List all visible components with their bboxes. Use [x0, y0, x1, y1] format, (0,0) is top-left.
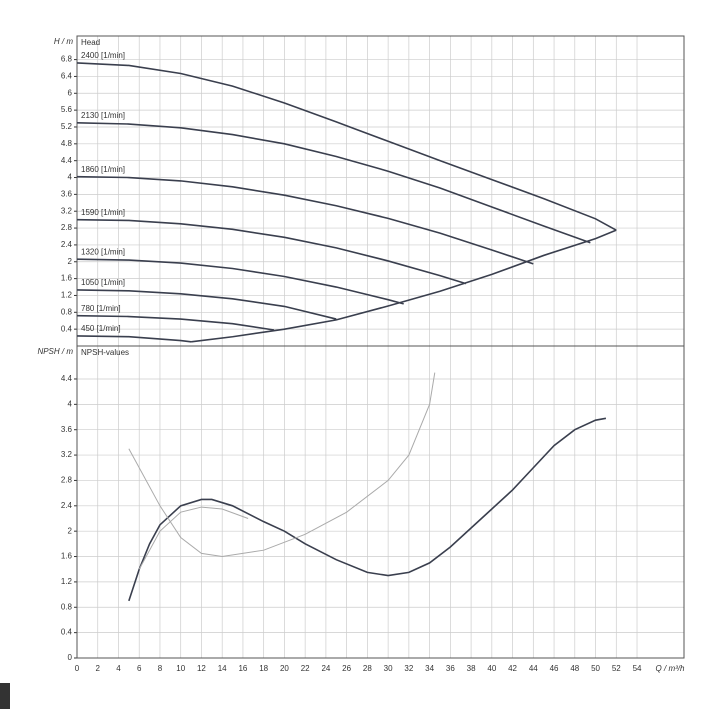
y-tick-label: 3.2: [61, 450, 73, 459]
y-axis-label: NPSH / m: [37, 347, 73, 356]
curve: [76, 258, 404, 305]
panel-title: NPSH-values: [81, 348, 129, 357]
y-tick-label: 6.4: [61, 72, 73, 81]
x-tick-label: 40: [487, 664, 496, 673]
x-tick-label: 22: [301, 664, 310, 673]
curve-label: 780 [1/min]: [81, 304, 121, 313]
y-tick-label: 2: [68, 257, 73, 266]
y-tick-label: 4: [68, 173, 73, 182]
x-tick-label: 20: [280, 664, 289, 673]
x-tick-label: 8: [158, 664, 163, 673]
x-tick-label: 44: [529, 664, 538, 673]
curve: [76, 335, 192, 343]
y-tick-label: 3.2: [61, 206, 73, 215]
x-tick-label: 54: [633, 664, 642, 673]
y-tick-label: 1.2: [61, 577, 73, 586]
x-tick-label: 4: [116, 664, 121, 673]
curve: [76, 289, 337, 320]
y-tick-label: 1.6: [61, 274, 73, 283]
y-tick-label: 0.4: [61, 324, 73, 333]
y-tick-label: 5.6: [61, 105, 73, 114]
curve-label: 1860 [1/min]: [81, 165, 125, 174]
x-tick-label: 34: [425, 664, 434, 673]
curve-label: 1050 [1/min]: [81, 278, 125, 287]
x-tick-label: 14: [218, 664, 227, 673]
y-tick-label: 6.8: [61, 55, 73, 64]
y-tick-label: 6: [68, 88, 73, 97]
x-tick-label: 16: [238, 664, 247, 673]
y-tick-label: 2.8: [61, 476, 73, 485]
y-tick-label: 0.8: [61, 602, 73, 611]
plot-frame: [76, 35, 685, 347]
x-tick-label: 42: [508, 664, 517, 673]
y-tick-label: 2: [68, 526, 73, 535]
curve-label: 450 [1/min]: [81, 324, 121, 333]
curve-label: 2400 [1/min]: [81, 51, 125, 60]
panel-title: Head: [81, 38, 100, 47]
y-tick-label: 0.4: [61, 628, 73, 637]
x-tick-label: 50: [591, 664, 600, 673]
curve-label: 1320 [1/min]: [81, 247, 125, 256]
y-tick-label: 4.8: [61, 139, 73, 148]
curve: [76, 62, 617, 231]
y-tick-label: 1.2: [61, 291, 73, 300]
y-tick-label: 2.4: [61, 501, 73, 510]
curve-label: 1590 [1/min]: [81, 208, 125, 217]
x-tick-label: 28: [363, 664, 372, 673]
x-tick-label: 18: [259, 664, 268, 673]
curve: [138, 506, 249, 570]
curve: [76, 314, 275, 331]
corner-block: [0, 683, 10, 709]
y-tick-label: 1.6: [61, 552, 73, 561]
curve: [190, 229, 617, 343]
x-tick-label: 36: [446, 664, 455, 673]
x-tick-label: 24: [321, 664, 330, 673]
x-tick-label: 52: [612, 664, 621, 673]
y-tick-label: 5.2: [61, 122, 73, 131]
y-tick-label: 4.4: [61, 374, 73, 383]
curve: [76, 121, 591, 244]
y-tick-label: 0.8: [61, 307, 73, 316]
curve: [128, 417, 607, 602]
x-tick-label: 38: [467, 664, 476, 673]
x-tick-label: 26: [342, 664, 351, 673]
curve: [128, 372, 436, 558]
y-tick-label: 0: [68, 653, 73, 662]
y-tick-label: 3.6: [61, 425, 73, 434]
x-tick-label: 2: [96, 664, 101, 673]
y-tick-label: 3.6: [61, 189, 73, 198]
x-axis-label: Q / m³/h: [656, 664, 685, 673]
y-tick-label: 4.4: [61, 156, 73, 165]
curve: [76, 218, 467, 285]
plot-frame: [76, 345, 685, 659]
curve-label: 2130 [1/min]: [81, 111, 125, 120]
x-tick-label: 6: [137, 664, 142, 673]
y-tick-label: 2.8: [61, 223, 73, 232]
curve: [76, 175, 534, 265]
y-axis-label: H / m: [54, 37, 73, 46]
y-tick-label: 2.4: [61, 240, 73, 249]
x-tick-label: 46: [550, 664, 559, 673]
y-tick-label: 4: [68, 399, 73, 408]
x-tick-label: 10: [176, 664, 185, 673]
x-tick-label: 48: [570, 664, 579, 673]
x-tick-label: 30: [384, 664, 393, 673]
x-tick-label: 0: [75, 664, 80, 673]
x-tick-label: 12: [197, 664, 206, 673]
x-tick-label: 32: [404, 664, 413, 673]
